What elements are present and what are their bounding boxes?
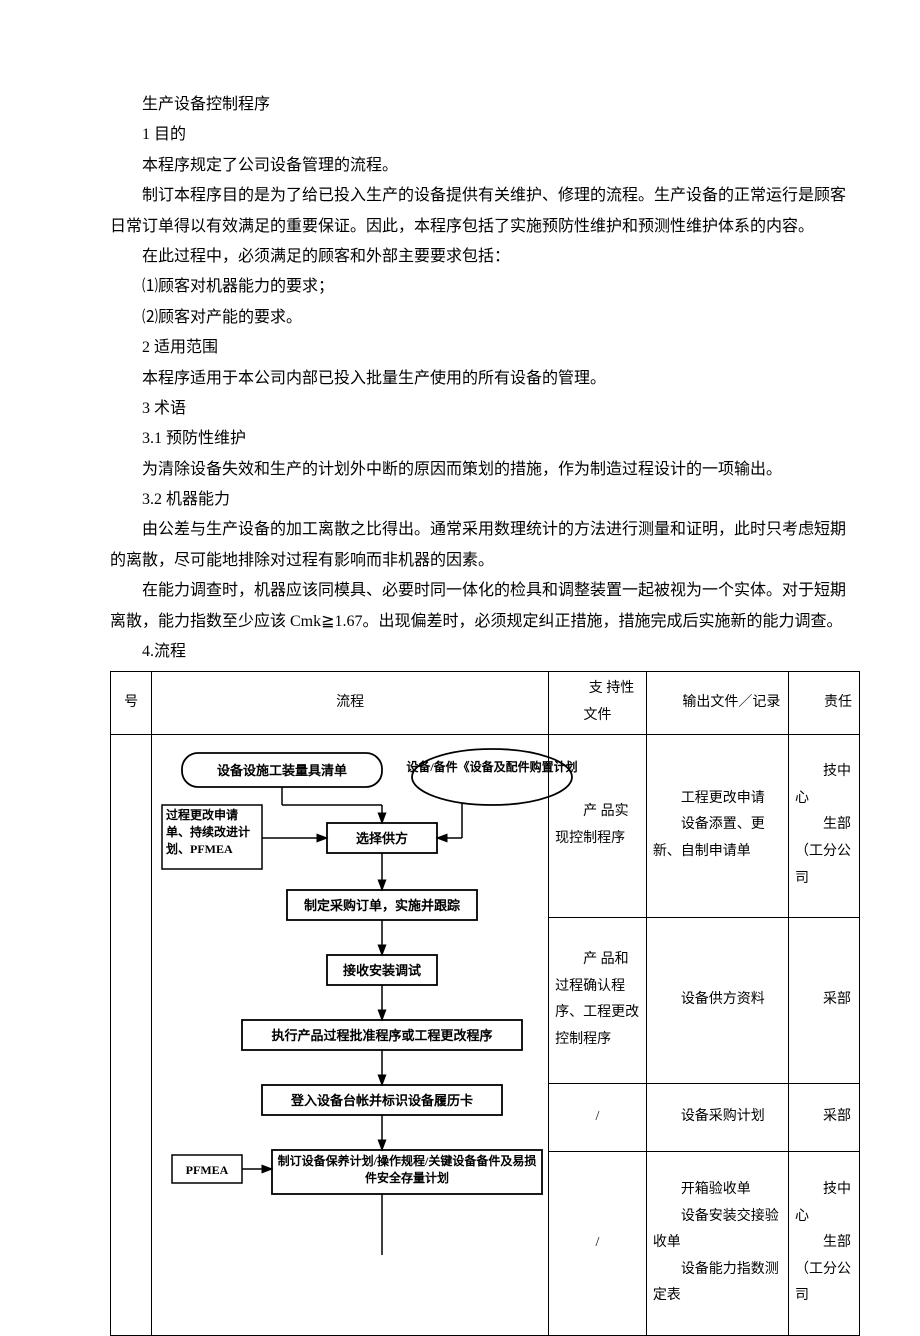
- section-1-p3: 在此过程中，必须满足的顾客和外部主要要求包括：: [110, 242, 860, 272]
- section-3-2-heading: 3.2 机器能力: [110, 485, 860, 515]
- doc-title: 生产设备控制程序: [110, 90, 860, 120]
- row3-output: 设备采购计划: [646, 1084, 788, 1152]
- row1-output: 工程更改申请 设备添置、更新、自制申请单: [646, 734, 788, 917]
- node-select-supplier-label: 选择供方: [356, 831, 408, 846]
- node-equipment-list-label: 设备设施工装量具清单: [217, 763, 347, 778]
- section-1-p2: 制订本程序目的是为了给已投入生产的设备提供有关维护、修理的流程。生产设备的正常运…: [110, 181, 860, 242]
- header-flow: 流程: [152, 672, 549, 734]
- section-3-2-p2: 在能力调查时，机器应该同模具、必要时同一体化的检具和调整装置一起被视为一个实体。…: [110, 576, 860, 637]
- node-install-label: 接收安装调试: [343, 963, 421, 978]
- node-maintenance-plan-label: 制订设备保养计划/操作规程/关键设备备件及易损件安全存量计划: [276, 1153, 538, 1187]
- section-1-li1: ⑴顾客对机器能力的要求；: [110, 272, 860, 302]
- node-approval-label: 执行产品过程批准程序或工程更改程序: [272, 1028, 493, 1043]
- flowchart-svg: 设备设施工装量具清单 设备/备件《设备及配件购置计划 过程更改申请单、持续改进计…: [152, 735, 582, 1255]
- section-3-2-p1: 由公差与生产设备的加工离散之比得出。通常采用数理统计的方法进行测量和证明，此时只…: [110, 515, 860, 576]
- section-1-p1: 本程序规定了公司设备管理的流程。: [110, 151, 860, 181]
- table-header-row: 号 流程 支 持性文件 输出文件／记录 责任: [111, 672, 860, 734]
- node-pfmea-label: PFMEA: [186, 1163, 229, 1177]
- header-support: 支 持性文件: [549, 672, 647, 734]
- header-resp: 责任: [788, 672, 859, 734]
- node-register-label: 登入设备台帐并标识设备履历卡: [290, 1093, 473, 1108]
- section-2-heading: 2 适用范围: [110, 333, 860, 363]
- node-purchase-order-label: 制定采购订单，实施并跟踪: [304, 898, 460, 913]
- section-1-li2: ⑵顾客对产能的要求。: [110, 303, 860, 333]
- section-3-1-heading: 3.1 预防性维护: [110, 424, 860, 454]
- node-change-request-label: 过程更改申请单、持续改进计划、PFMEA: [166, 807, 258, 857]
- section-3-1-p: 为清除设备失效和生产的计划外中断的原因而策划的措施，作为制造过程设计的一项输出。: [110, 455, 860, 485]
- row4-resp: 技中心 生部（工分公司: [788, 1152, 859, 1335]
- row2-resp: 采部: [788, 917, 859, 1083]
- document-page: 生产设备控制程序 1 目的 本程序规定了公司设备管理的流程。 制订本程序目的是为…: [0, 0, 920, 1336]
- section-2-p1: 本程序适用于本公司内部已投入批量生产使用的所有设备的管理。: [110, 364, 860, 394]
- row1-resp: 技中心 生部（工分公司: [788, 734, 859, 917]
- row2-output: 设备供方资料: [646, 917, 788, 1083]
- flowchart-cell: 设备设施工装量具清单 设备/备件《设备及配件购置计划 过程更改申请单、持续改进计…: [152, 734, 549, 1335]
- flow-table: 号 流程 支 持性文件 输出文件／记录 责任 设备设施工装量具清单: [110, 671, 860, 1335]
- node-purchase-plan: [412, 749, 572, 805]
- section-1-heading: 1 目的: [110, 120, 860, 150]
- header-output: 输出文件／记录: [646, 672, 788, 734]
- node-purchase-plan-label-1: 设备/备件《设备及配件购置计划: [407, 759, 578, 774]
- section-3-heading: 3 术语: [110, 394, 860, 424]
- table-row: 设备设施工装量具清单 设备/备件《设备及配件购置计划 过程更改申请单、持续改进计…: [111, 734, 860, 917]
- row4-output: 开箱验收单 设备安装交接验收单 设备能力指数测定表: [646, 1152, 788, 1335]
- header-num: 号: [111, 672, 152, 734]
- row3-resp: 采部: [788, 1084, 859, 1152]
- section-4-heading: 4.流程: [110, 637, 860, 667]
